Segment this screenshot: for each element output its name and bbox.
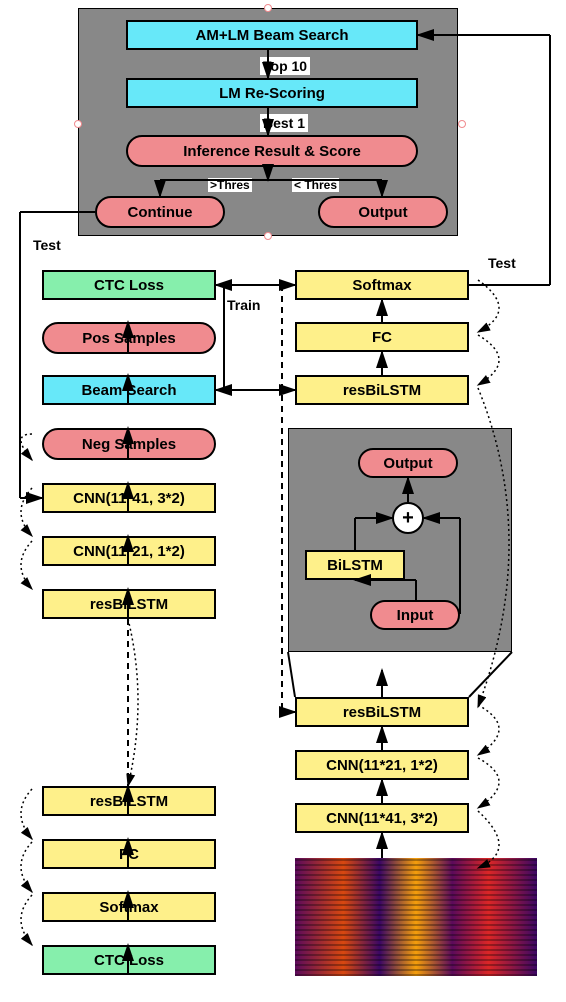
resbilstm-left-bot: resBiLSTM bbox=[42, 786, 216, 816]
ctc-loss-left: CTC Loss bbox=[42, 270, 216, 300]
connection-handle bbox=[264, 4, 272, 12]
output-top-label: Output bbox=[358, 204, 407, 221]
output-block: Output bbox=[358, 448, 458, 478]
resbi-rt-label: resBiLSTM bbox=[343, 382, 421, 399]
lm-rescoring: LM Re-Scoring bbox=[126, 78, 418, 108]
fc-left-label: FC bbox=[119, 846, 139, 863]
am-lm-label: AM+LM Beam Search bbox=[196, 27, 349, 44]
train-label: Train bbox=[224, 296, 263, 314]
fc-right: FC bbox=[295, 322, 469, 352]
output-top-node: Output bbox=[318, 196, 448, 228]
inference-result: Inference Result & Score bbox=[126, 135, 418, 167]
resbi-lt-label: resBiLSTM bbox=[90, 596, 168, 613]
resbilstm-right-top: resBiLSTM bbox=[295, 375, 469, 405]
continue-node: Continue bbox=[95, 196, 225, 228]
infer-label: Inference Result & Score bbox=[183, 143, 361, 160]
resbi-rm-label: resBiLSTM bbox=[343, 704, 421, 721]
softmax-right: Softmax bbox=[295, 270, 469, 300]
neg-samples: Neg Samples bbox=[42, 428, 216, 460]
cnn1-right: CNN(11*41, 3*2) bbox=[295, 803, 469, 833]
resbilstm-right-mid: resBiLSTM bbox=[295, 697, 469, 727]
bilstm-label: BiLSTM bbox=[327, 557, 383, 574]
bilstm-block: BiLSTM bbox=[305, 550, 405, 580]
cnn2-right-label: CNN(11*21, 1*2) bbox=[326, 757, 438, 774]
neg-label: Neg Samples bbox=[82, 436, 176, 453]
fc-left: FC bbox=[42, 839, 216, 869]
input-block-label: Input bbox=[397, 607, 434, 624]
test-left-label: Test bbox=[30, 236, 64, 254]
lt-thres-label: < Thres bbox=[292, 178, 339, 192]
fc-right-label: FC bbox=[372, 329, 392, 346]
plus-label: + bbox=[402, 507, 414, 530]
output-block-label: Output bbox=[383, 455, 432, 472]
resbilstm-left-top: resBiLSTM bbox=[42, 589, 216, 619]
connection-handle bbox=[458, 120, 466, 128]
ctc-left-label: CTC Loss bbox=[94, 277, 164, 294]
lm-rescore-label: LM Re-Scoring bbox=[219, 85, 325, 102]
gt-thres-label: >Thres bbox=[208, 178, 252, 192]
resbi-lb-label: resBiLSTM bbox=[90, 793, 168, 810]
ctc-loss-bot: CTC Loss bbox=[42, 945, 216, 975]
am-lm-beam-search: AM+LM Beam Search bbox=[126, 20, 418, 50]
cnn1-left-label: CNN(11*41, 3*2) bbox=[73, 490, 185, 507]
connection-handle bbox=[74, 120, 82, 128]
top10-label: Top 10 bbox=[260, 57, 310, 75]
cnn1-left: CNN(11*41, 3*2) bbox=[42, 483, 216, 513]
spectrogram-image bbox=[295, 858, 537, 976]
beam-search-left: Beam Search bbox=[42, 375, 216, 405]
softmax-left-label: Softmax bbox=[99, 899, 158, 916]
beam-left-label: Beam Search bbox=[81, 382, 176, 399]
best1-label: Best 1 bbox=[260, 114, 308, 132]
pos-label: Pos Samples bbox=[82, 330, 175, 347]
input-block: Input bbox=[370, 600, 460, 630]
test-right-label: Test bbox=[485, 254, 519, 272]
cnn2-left-label: CNN(11*21, 1*2) bbox=[73, 543, 185, 560]
continue-label: Continue bbox=[128, 204, 193, 221]
ctc-bot-label: CTC Loss bbox=[94, 952, 164, 969]
cnn2-right: CNN(11*21, 1*2) bbox=[295, 750, 469, 780]
cnn2-left: CNN(11*21, 1*2) bbox=[42, 536, 216, 566]
softmax-left: Softmax bbox=[42, 892, 216, 922]
connection-handle bbox=[264, 232, 272, 240]
softmax-right-label: Softmax bbox=[352, 277, 411, 294]
pos-samples: Pos Samples bbox=[42, 322, 216, 354]
cnn1-right-label: CNN(11*41, 3*2) bbox=[326, 810, 438, 827]
plus-node: + bbox=[392, 502, 424, 534]
